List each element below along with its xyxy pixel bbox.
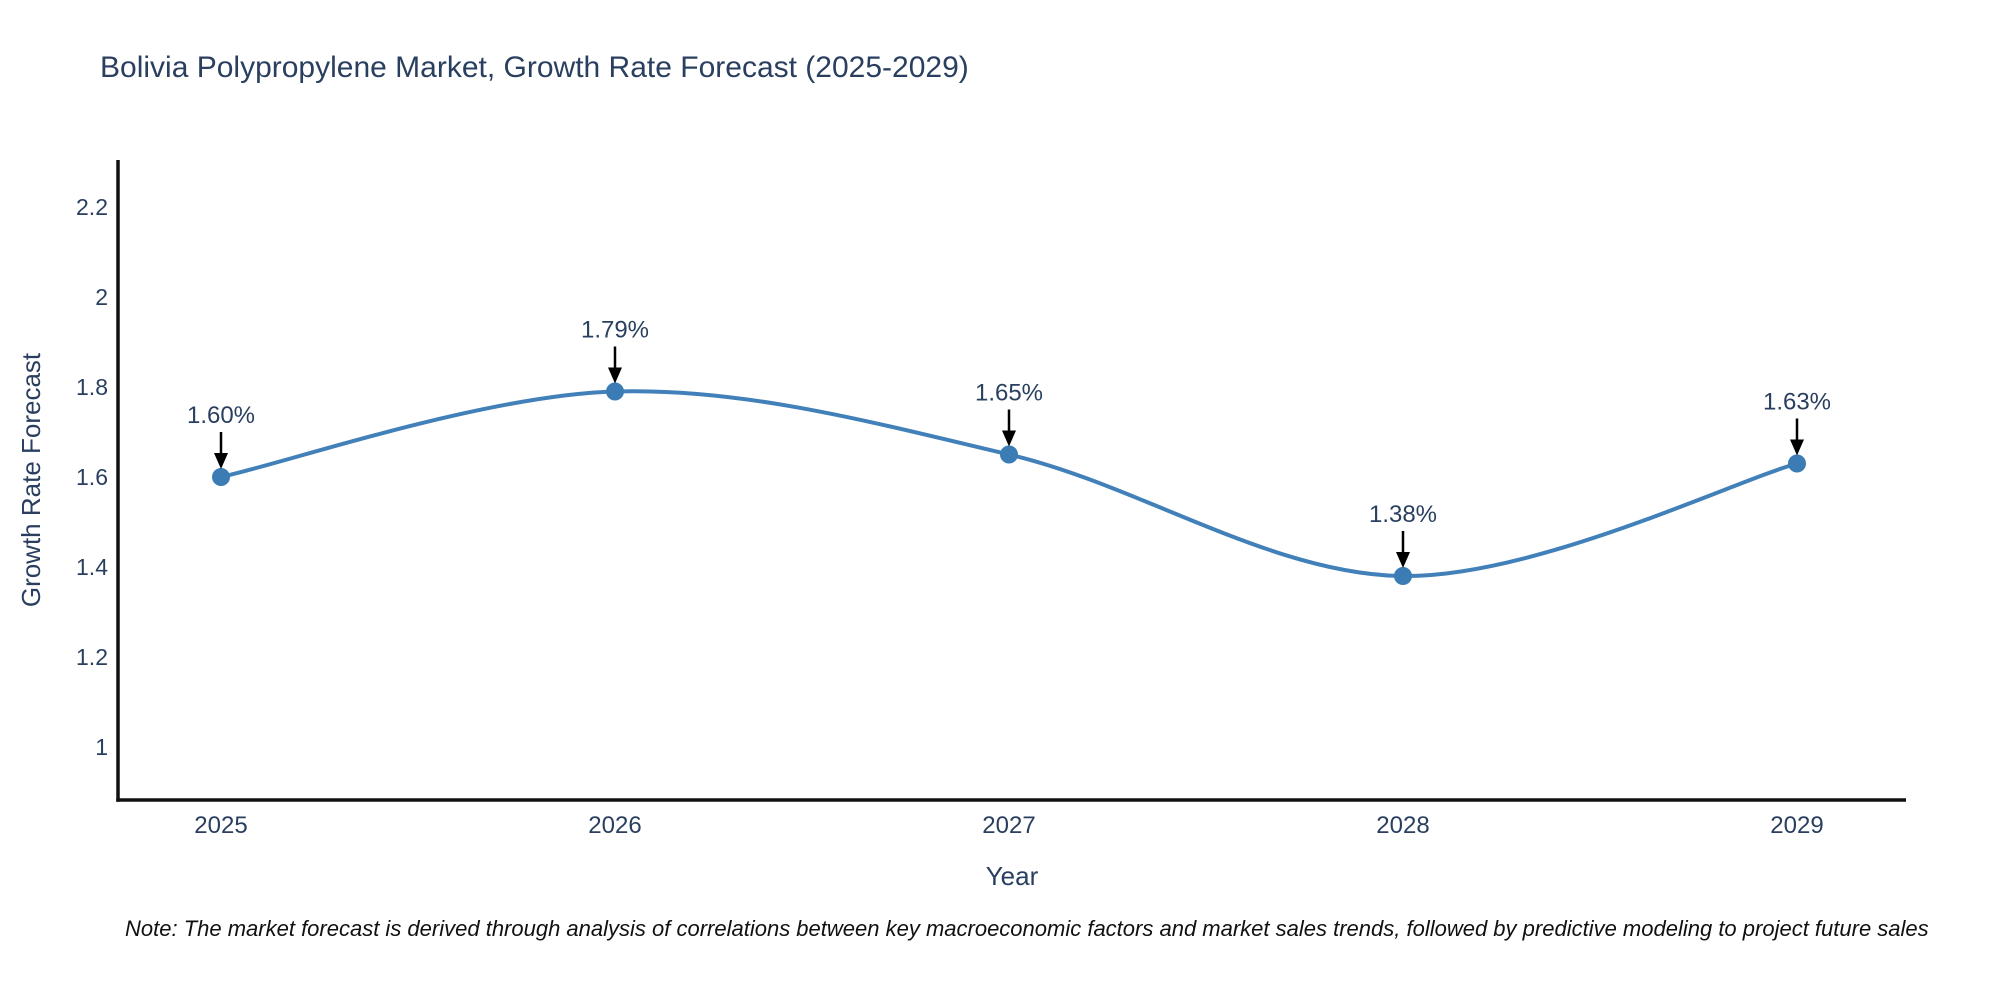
x-tick-label: 2027 xyxy=(982,812,1035,839)
axes xyxy=(116,160,1906,802)
y-tick-label: 2 xyxy=(95,284,108,310)
annotation-arrowhead xyxy=(608,367,622,384)
y-tick-label: 1.2 xyxy=(76,644,108,670)
data-point-marker[interactable] xyxy=(212,468,230,486)
point-value-label: 1.79% xyxy=(581,317,649,344)
annotation-arrowhead xyxy=(1396,552,1410,568)
point-value-label: 1.38% xyxy=(1369,501,1437,528)
annotation-arrowhead xyxy=(214,453,228,469)
x-axis-title: Year xyxy=(986,861,1039,891)
y-tick-label: 2.2 xyxy=(76,194,108,220)
data-point-marker[interactable] xyxy=(606,382,624,401)
x-tick-label: 2026 xyxy=(588,812,641,839)
annotation-arrowhead xyxy=(1790,439,1804,456)
x-tick-label: 2025 xyxy=(194,812,247,839)
y-tick-label: 1.4 xyxy=(76,554,108,580)
chart-title: Bolivia Polypropylene Market, Growth Rat… xyxy=(100,51,969,84)
x-tick-label: 2028 xyxy=(1376,812,1429,839)
y-tick-label: 1.8 xyxy=(76,374,108,400)
y-axis-ticks: 1 1.2 1.4 1.6 1.8 2 2.2 xyxy=(76,194,108,760)
y-tick-label: 1.6 xyxy=(76,464,108,490)
data-series xyxy=(212,382,1806,585)
x-axis-ticks: 2025 2026 2027 2028 2029 xyxy=(194,812,1823,839)
annotation-arrowhead xyxy=(1002,430,1016,447)
data-point-marker[interactable] xyxy=(1394,567,1412,585)
x-tick-label: 2029 xyxy=(1770,812,1823,839)
data-point-marker[interactable] xyxy=(1788,454,1806,473)
point-value-label: 1.65% xyxy=(975,380,1043,407)
point-value-label: 1.63% xyxy=(1763,389,1831,416)
y-tick-label: 1 xyxy=(95,734,108,760)
point-value-label: 1.60% xyxy=(187,402,255,429)
y-axis-title: Growth Rate Forecast xyxy=(16,352,46,607)
point-annotations: 1.60% 1.79% 1.65% 1.38% 1.63% xyxy=(187,317,1831,568)
footnote: Note: The market forecast is derived thr… xyxy=(125,916,1929,941)
data-point-marker[interactable] xyxy=(1000,445,1018,464)
